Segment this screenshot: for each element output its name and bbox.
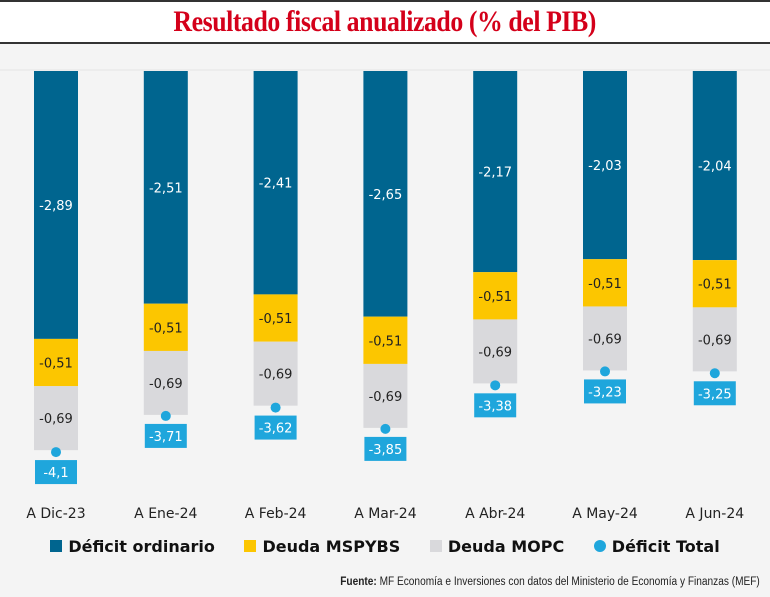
bar-segment-deuda-mspybs <box>363 316 408 364</box>
total-marker-dot <box>490 380 501 391</box>
top-border <box>0 0 770 2</box>
bar-segment-deuda-mopc <box>692 307 737 372</box>
totals-group: -4,1 -3,71 -3,62 -3,85 -3,38 -3,23 -3,25 <box>35 366 736 485</box>
bar-segment-deuda-mspybs <box>692 260 737 308</box>
data-label-deuda-mspybs: -0,51 <box>149 321 183 336</box>
total-marker-dot <box>160 410 171 421</box>
total-label-box <box>584 379 626 404</box>
data-label-deuda-mspybs: -0,51 <box>588 277 622 292</box>
total-marker-dot <box>709 368 720 379</box>
data-label-deuda-mopc: -0,69 <box>369 390 403 405</box>
bar-segment-deuda-mopc <box>473 319 518 384</box>
category-tick-label: A Feb-24 <box>245 506 307 522</box>
bar-segment-deficit-ordinario <box>583 71 627 260</box>
chart-title: Resultado fiscal anualizado (% del PIB) <box>173 5 597 38</box>
category-tick-label: A May-24 <box>572 506 638 522</box>
data-label-deficit-ordinario: -2,03 <box>588 159 622 174</box>
bar-segment-deuda-mspybs <box>34 338 78 387</box>
bar-segment-deuda-mspybs <box>253 294 298 342</box>
total-data-label: -3,38 <box>478 399 512 414</box>
data-label-deuda-mspybs: -0,51 <box>259 312 293 327</box>
total-data-label: -3,71 <box>149 430 183 445</box>
total-data-label: -3,25 <box>698 387 732 402</box>
title-rule <box>0 42 770 44</box>
bar-segment-deficit-ordinario <box>143 71 188 304</box>
legend-label: Deuda MOPC <box>447 537 565 556</box>
data-label-deficit-ordinario: -2,41 <box>259 177 293 192</box>
legend-item-deficit-total: Déficit Total <box>593 537 720 556</box>
bar-segment-deficit-ordinario <box>253 71 298 295</box>
data-label-deuda-mspybs: -0,51 <box>369 334 403 349</box>
category-tick-label: A Jun-24 <box>685 506 744 522</box>
data-label-deuda-mopc: -0,69 <box>39 412 73 427</box>
data-label-deficit-ordinario: -2,89 <box>39 199 73 214</box>
bar-segment-deuda-mopc <box>34 386 78 451</box>
data-label-deuda-mopc: -0,69 <box>149 377 183 392</box>
bars-group: -2,89 -0,51 -0,69 -2,51 -0,51 -0,69 -2,41 -0,51… <box>34 71 737 451</box>
category-tick-label: A Dic-23 <box>26 506 85 522</box>
bar-segment-deficit-ordinario <box>692 71 737 261</box>
legend-item-deficit-ordinario: Déficit ordinario <box>50 537 215 556</box>
total-marker-dot <box>380 423 391 434</box>
total-data-label: -4,1 <box>43 466 68 481</box>
legend-item-deuda-mspybs: Deuda MSPYBS <box>244 537 400 556</box>
data-label-deficit-ordinario: -2,17 <box>478 166 512 181</box>
bar-segment-deuda-mspybs <box>143 303 188 351</box>
bar-segment-deuda-mopc <box>583 306 627 371</box>
category-tick-label: A Mar-24 <box>354 506 417 522</box>
source-text: MF Economía e Inversiones con datos del … <box>376 576 760 588</box>
bar-segment-deuda-mopc <box>363 363 408 428</box>
total-label-box <box>474 393 517 418</box>
total-marker-dot <box>270 402 281 413</box>
category-tick-label: A Ene-24 <box>134 506 197 522</box>
category-tick-label: A Abr-24 <box>465 506 525 522</box>
data-label-deuda-mspybs: -0,51 <box>39 357 73 372</box>
data-label-deficit-ordinario: -2,65 <box>369 188 403 203</box>
data-label-deuda-mspybs: -0,51 <box>478 290 512 305</box>
category-labels: A Dic-23 A Ene-24 A Feb-24 A Mar-24 A Abr-24… <box>26 506 744 522</box>
legend-label: Deuda MSPYBS <box>262 537 401 556</box>
legend-swatch-dot-icon <box>593 540 606 552</box>
legend-swatch-square-icon <box>50 540 63 552</box>
source-prefix: Fuente: <box>340 576 377 588</box>
bar-segment-deficit-ordinario <box>473 71 518 273</box>
data-label-deficit-ordinario: -2,51 <box>149 181 183 196</box>
legend-swatch-square-icon <box>244 540 257 552</box>
bar-segment-deuda-mopc <box>253 341 298 406</box>
total-data-label: -3,85 <box>369 443 403 458</box>
bar-segment-deuda-mopc <box>143 350 188 415</box>
total-label-box <box>35 460 77 485</box>
bar-segment-deficit-ordinario <box>363 71 408 317</box>
data-label-deficit-ordinario: -2,04 <box>698 160 732 175</box>
data-label-deuda-mopc: -0,69 <box>588 332 622 347</box>
bar-segment-deuda-mspybs <box>583 259 627 307</box>
total-marker-dot <box>600 366 610 377</box>
total-label-box <box>693 381 736 406</box>
title-band: Resultado fiscal anualizado (% del PIB) <box>0 2 770 42</box>
data-label-deuda-mopc: -0,69 <box>478 345 512 360</box>
total-data-label: -3,23 <box>588 385 622 400</box>
total-label-box <box>144 423 187 448</box>
legend-label: Déficit Total <box>611 537 720 556</box>
bar-segment-deficit-ordinario <box>34 71 78 339</box>
legend: Déficit ordinario Deuda MSPYBS Deuda MOP… <box>0 537 770 556</box>
data-label-deuda-mspybs: -0,51 <box>698 278 732 293</box>
bar-segment-deuda-mspybs <box>473 272 518 320</box>
total-label-box <box>254 415 297 440</box>
data-label-deuda-mopc: -0,69 <box>698 333 732 348</box>
source-note: Fuente: MF Economía e Inversiones con da… <box>340 576 760 588</box>
legend-swatch-square-icon <box>429 540 442 552</box>
total-data-label: -3,62 <box>259 422 293 437</box>
legend-item-deuda-mopc: Deuda MOPC <box>429 537 565 556</box>
data-label-deuda-mopc: -0,69 <box>259 368 293 383</box>
total-label-box <box>364 436 407 461</box>
legend-label: Déficit ordinario <box>68 537 215 556</box>
total-marker-dot <box>51 447 61 458</box>
